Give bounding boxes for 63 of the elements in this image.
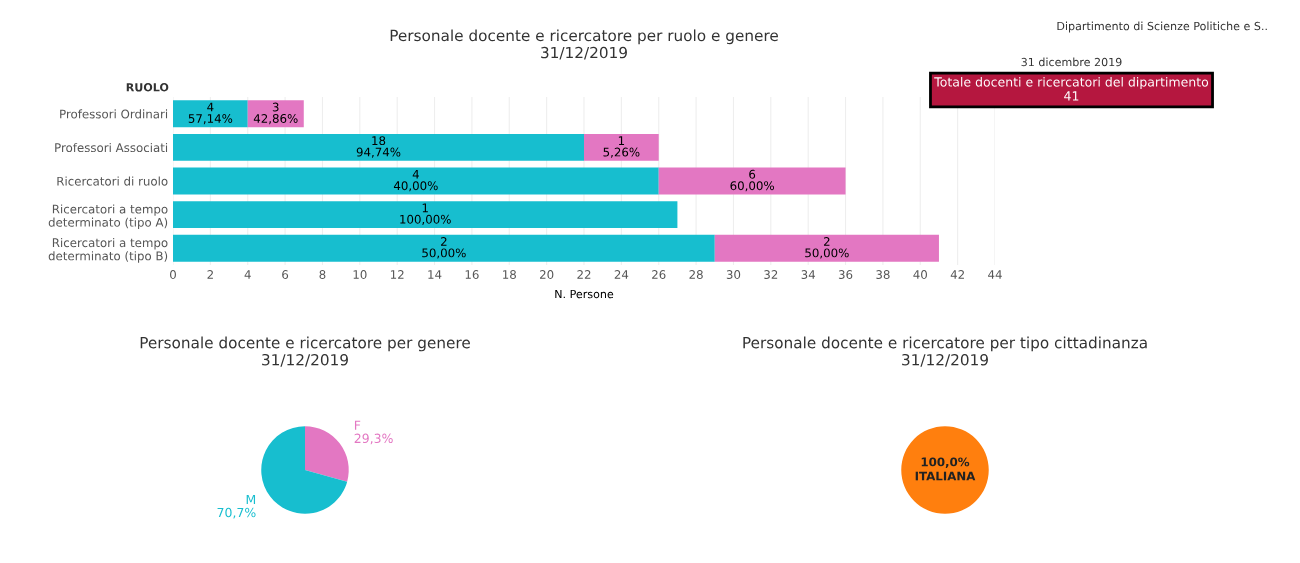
x-tick-label: 20 — [539, 270, 554, 279]
y-axis-title: RUOLO — [126, 83, 169, 92]
bar — [658, 167, 846, 195]
annotation: 1 100,00% — [400, 203, 451, 225]
x-tick-label: 44 — [988, 270, 1002, 279]
annotation: 18 94,74% — [356, 136, 401, 158]
x-axis-title: N. Persone — [555, 289, 614, 299]
y-tick-label: Professori Associati — [55, 142, 168, 153]
y-tick-label: Ricercatori di ruolo — [57, 176, 168, 186]
x-tick-label: 30 — [726, 270, 741, 279]
x-tick-label: 12 — [390, 270, 404, 279]
y-tick-label: Ricercatori a tempo determinato (tipo B) — [48, 238, 168, 263]
x-tick-label: 10 — [353, 270, 367, 279]
x-tick-label: 40 — [913, 270, 927, 279]
data-label: 29,3% — [354, 433, 393, 445]
pie-slice — [305, 426, 349, 482]
bar — [173, 167, 659, 195]
text: Dipartimento di Scienze Politiche e S.. — [1057, 21, 1267, 33]
data-label: 100,0% — [921, 457, 970, 468]
chart-title: Personale docente e ricercatore per tipo cittadinanza 31/12/2019 — [743, 336, 1147, 367]
x-tick-label: 38 — [876, 270, 890, 279]
bar — [584, 133, 659, 161]
x-tick-label: 6 — [282, 270, 289, 279]
data-label: 70,7% — [217, 507, 256, 519]
x-tick-label: 8 — [319, 270, 326, 279]
text: 41 — [1064, 91, 1079, 101]
slice-label: M — [246, 494, 256, 505]
x-tick-label: 28 — [689, 270, 703, 279]
x-tick-label: 24 — [614, 270, 629, 279]
annotation: 1 5,26% — [603, 136, 640, 158]
annotation: 6 60,00% — [730, 169, 774, 192]
annotation: 3 42,86% — [253, 102, 298, 125]
bar — [173, 201, 678, 229]
x-tick-label: 32 — [764, 270, 778, 279]
bar — [173, 234, 715, 262]
pie-slice — [261, 426, 348, 514]
chart-title: Personale docente e ricercatore per genere 31/12/2019 — [140, 336, 470, 367]
bar — [714, 234, 939, 262]
x-tick-label: 36 — [838, 270, 853, 279]
x-tick-label: 42 — [950, 270, 964, 279]
x-tick-label: 0 — [170, 270, 176, 279]
annotation: 4 40,00% — [393, 169, 438, 192]
bar — [173, 133, 584, 161]
text: Totale docenti e ricercatori del dipartimento — [934, 76, 1209, 90]
x-tick-label: 26 — [652, 270, 666, 279]
x-tick-label: 18 — [503, 270, 516, 279]
x-tick-label: 16 — [465, 270, 479, 279]
bar — [173, 100, 248, 128]
x-tick-label: 34 — [801, 270, 816, 279]
y-tick-label: Professori Ordinari — [60, 109, 168, 119]
annotation: 2 50,00% — [422, 236, 466, 259]
x-tick-label: 22 — [577, 270, 591, 279]
x-tick-label: 14 — [428, 270, 442, 279]
text: 31 dicembre 2019 — [1021, 57, 1122, 67]
annotation: 4 57,14% — [188, 102, 233, 125]
slice-label: ITALIANA — [915, 471, 976, 481]
x-tick-label: 4 — [244, 270, 251, 279]
annotation: 2 50,00% — [805, 236, 849, 259]
slice-label: F — [354, 420, 361, 430]
chart-title: Personale docente e ricercatore per ruolo e genere 31/12/2019 — [390, 29, 778, 60]
bar — [247, 100, 304, 128]
y-tick-label: Ricercatori a tempo determinato (tipo A) — [48, 204, 168, 230]
x-tick-label: 2 — [207, 270, 213, 279]
